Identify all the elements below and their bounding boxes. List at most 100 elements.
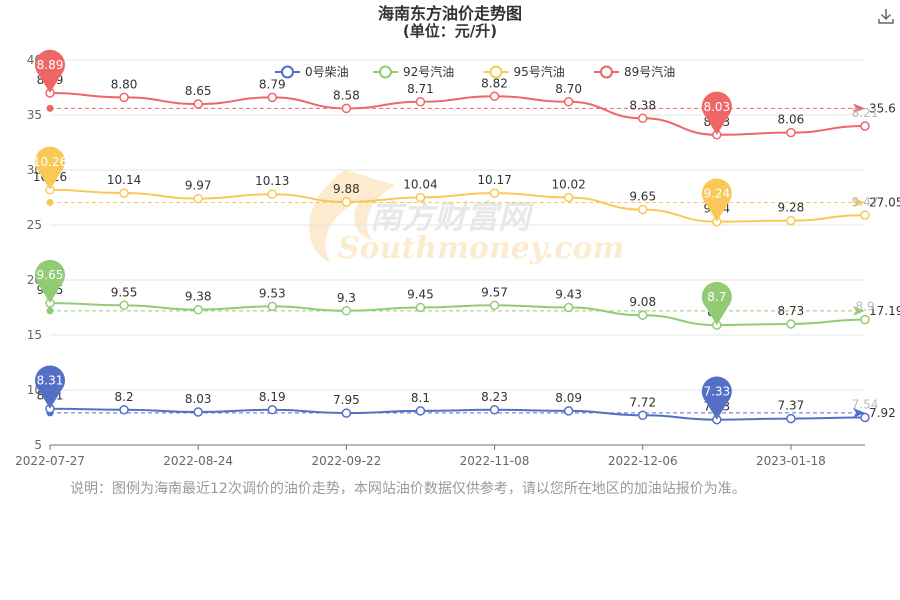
max-pin-label: 8.31 (37, 374, 64, 388)
max-pin: 8.31 (35, 365, 65, 409)
legend[interactable]: 0号柴油 92号汽油 95号汽油 89号汽油 (275, 64, 675, 79)
data-point (786, 413, 796, 424)
data-label: 9.53 (259, 286, 286, 300)
average-line-arrow (853, 407, 865, 418)
min-pin: 8.03 (701, 91, 732, 135)
data-label: 9.45 (407, 288, 434, 302)
data-label: 9.08 (629, 295, 656, 309)
data-point (341, 197, 352, 207)
min-pin-shape (701, 376, 732, 420)
data-point (119, 300, 129, 311)
average-line-start (46, 307, 54, 315)
series-line (49, 407, 866, 421)
average-value-label: 27.05 (869, 195, 900, 209)
y-tick-label: 5 (34, 438, 42, 452)
data-label: 10.02 (551, 178, 585, 192)
average-line-arrow (853, 197, 865, 208)
data-point (267, 405, 278, 415)
data-point (341, 408, 352, 418)
data-point (786, 215, 796, 226)
min-pin-label: 8.7 (707, 290, 726, 304)
data-point (637, 204, 648, 215)
data-point (341, 306, 352, 316)
data-point (341, 103, 352, 114)
data-label: 9.97 (185, 179, 212, 193)
data-label: 8.70 (555, 82, 582, 96)
average-line-start (46, 104, 54, 112)
data-point (415, 406, 426, 416)
x-tick-label: 2022-07-27 (15, 454, 85, 468)
x-tick-label: 2022-09-22 (311, 454, 381, 468)
x-tick-label: 2022-08-24 (163, 454, 233, 468)
min-pin-shape (701, 91, 732, 135)
data-point (860, 314, 870, 325)
watermark-text-en: Southmoney.com (338, 231, 624, 266)
min-pin: 9.24 (701, 178, 732, 222)
legend-item[interactable]: 95号汽油 (483, 64, 565, 79)
data-label: 8.21 (852, 106, 879, 120)
data-point (119, 92, 129, 103)
data-point (637, 113, 648, 124)
chart-note: 说明：图例为海南最近12次调价的油价走势，本网站油价数据仅供参考，请以您所在地区… (70, 481, 746, 497)
data-label: 8.23 (481, 390, 508, 404)
series-line (49, 92, 866, 136)
legend-item[interactable]: 89号汽油 (594, 64, 675, 79)
data-point (119, 405, 129, 415)
max-pin-label: 9.65 (37, 268, 64, 282)
data-point (563, 302, 574, 313)
data-label: 8.79 (259, 77, 286, 91)
data-label: 9.65 (629, 190, 656, 204)
max-pin: 9.65 (35, 259, 65, 304)
min-pin: 7.33 (701, 376, 732, 420)
data-label: 8.06 (778, 113, 805, 127)
min-pin-label: 9.24 (703, 187, 730, 201)
data-label: 9.28 (778, 201, 805, 215)
data-point (563, 192, 574, 203)
watermark-flame (309, 170, 395, 262)
y-tick-label: 15 (27, 328, 42, 342)
max-pin-shape (35, 49, 65, 93)
max-pin-shape (35, 146, 65, 190)
legend-item[interactable]: 92号汽油 (373, 64, 454, 79)
legend-symbol (379, 65, 392, 79)
data-label: 9.38 (185, 290, 212, 304)
data-label: 8.71 (407, 82, 434, 96)
data-point (267, 92, 278, 103)
data-label: 8.03 (185, 392, 212, 406)
data-label: 8.1 (411, 391, 430, 405)
data-label: 9.43 (555, 288, 582, 302)
max-pin-shape (35, 365, 65, 409)
data-point (193, 304, 203, 315)
data-label: 9.3 (337, 291, 356, 305)
data-point (637, 310, 648, 320)
watermark-text-cn: 南方财富网 (370, 198, 535, 236)
max-pin: 10.26 (33, 146, 67, 190)
data-label: 9.88 (333, 182, 360, 196)
data-label: 8.73 (778, 304, 805, 318)
max-pin-label: 8.89 (37, 58, 64, 72)
min-pin-label: 8.03 (703, 100, 730, 114)
min-pin: 8.7 (701, 281, 732, 326)
legend-label: 89号汽油 (624, 64, 675, 79)
data-point (193, 407, 203, 417)
data-point (415, 302, 426, 313)
min-pin-label: 7.33 (703, 385, 730, 399)
min-pin-shape (701, 178, 732, 222)
data-point (489, 91, 500, 102)
data-label: 10.17 (477, 173, 511, 187)
data-point (415, 192, 426, 203)
chart-subtitle: (单位：元/升) (402, 22, 498, 40)
data-label: 8.80 (111, 77, 138, 91)
data-point (267, 301, 278, 312)
data-point (860, 412, 870, 423)
data-point (119, 188, 129, 198)
x-tick-label: 2022-12-06 (608, 454, 678, 468)
download-icon[interactable] (876, 6, 896, 26)
data-point (489, 405, 500, 415)
legend-item[interactable]: 0号柴油 (275, 65, 349, 79)
data-point (489, 188, 500, 198)
data-label: 10.13 (255, 174, 289, 188)
data-point (637, 410, 648, 421)
